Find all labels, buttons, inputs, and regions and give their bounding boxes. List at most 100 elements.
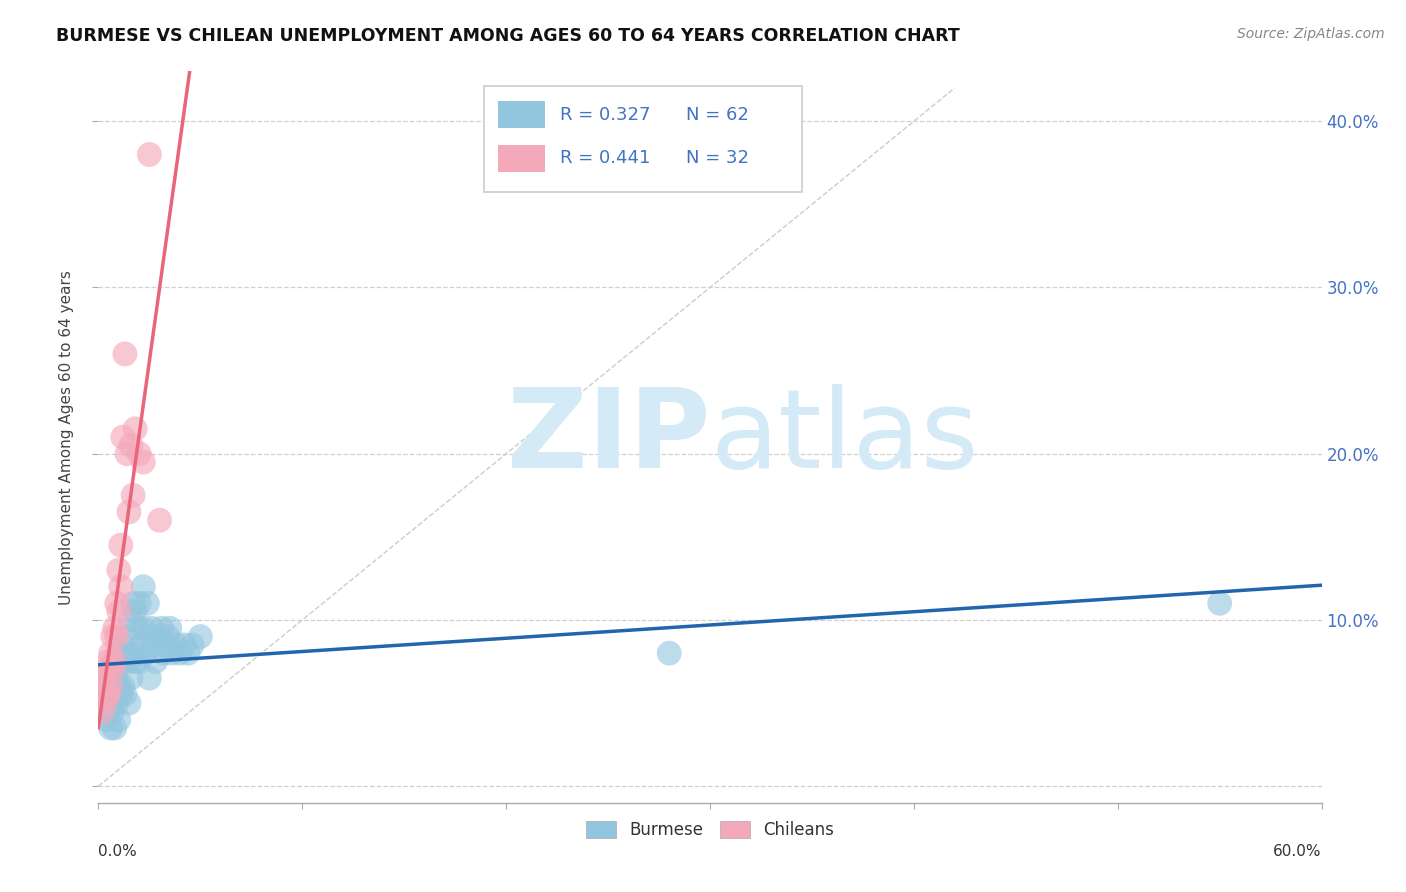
Point (658, 646, 681, 660)
Point (96, 688, 118, 702)
Point (118, 505, 141, 519)
Y-axis label: Unemployment Among Ages 60 to 64 years: Unemployment Among Ages 60 to 64 years (59, 269, 75, 605)
Point (1209, 596, 1232, 610)
Point (177, 646, 200, 660)
Point (149, 513, 172, 527)
Point (188, 630, 212, 644)
Point (93, 680, 115, 694)
Point (124, 422, 146, 436)
Point (108, 680, 131, 694)
Point (156, 630, 179, 644)
Point (127, 621, 149, 635)
Point (101, 705, 124, 719)
Point (93, 696, 115, 710)
Point (138, 630, 160, 644)
Point (124, 655, 146, 669)
Point (155, 638, 177, 652)
Point (91, 696, 114, 710)
Point (132, 621, 155, 635)
Point (104, 663, 127, 677)
Point (138, 671, 160, 685)
Point (101, 630, 124, 644)
Point (101, 680, 124, 694)
Point (110, 688, 132, 702)
Point (100, 663, 122, 677)
Point (89, 688, 111, 702)
Point (105, 596, 128, 610)
Point (142, 638, 165, 652)
Point (111, 430, 134, 444)
Point (114, 347, 136, 361)
Point (97, 671, 120, 685)
Point (120, 671, 142, 685)
Text: 60.0%: 60.0% (1274, 845, 1322, 859)
Point (111, 638, 134, 652)
Point (105, 696, 128, 710)
Point (100, 680, 122, 694)
Point (104, 721, 127, 735)
Point (115, 447, 138, 461)
FancyBboxPatch shape (498, 101, 546, 128)
Point (128, 596, 150, 610)
Point (105, 630, 128, 644)
Point (134, 646, 156, 660)
Point (97, 705, 120, 719)
Point (124, 605, 146, 619)
Point (93, 671, 115, 685)
Point (96, 663, 118, 677)
Text: ZIP: ZIP (506, 384, 710, 491)
Point (160, 646, 183, 660)
Point (122, 646, 145, 660)
Point (115, 630, 138, 644)
Point (132, 455, 155, 469)
Point (173, 638, 195, 652)
Legend: Burmese, Chileans: Burmese, Chileans (579, 814, 841, 846)
Point (97, 655, 120, 669)
Point (141, 621, 163, 635)
Point (132, 580, 155, 594)
Point (108, 713, 131, 727)
Text: N = 32: N = 32 (686, 149, 748, 168)
Point (114, 646, 136, 660)
Point (118, 655, 141, 669)
Point (105, 671, 128, 685)
Point (145, 655, 167, 669)
Text: R = 0.441: R = 0.441 (560, 149, 650, 168)
Point (128, 655, 150, 669)
Point (104, 655, 127, 669)
Point (100, 646, 122, 660)
Point (114, 688, 136, 702)
Point (118, 696, 141, 710)
FancyBboxPatch shape (484, 86, 801, 192)
Point (110, 580, 132, 594)
Point (169, 646, 191, 660)
Point (120, 613, 142, 627)
Point (96, 688, 118, 702)
Point (104, 621, 127, 635)
Point (101, 663, 124, 677)
Point (129, 638, 152, 652)
Point (181, 638, 204, 652)
Point (122, 488, 145, 502)
Point (110, 655, 132, 669)
Point (120, 438, 142, 452)
Point (110, 538, 132, 552)
Point (97, 688, 120, 702)
Point (108, 563, 131, 577)
Text: BURMESE VS CHILEAN UNEMPLOYMENT AMONG AGES 60 TO 64 YEARS CORRELATION CHART: BURMESE VS CHILEAN UNEMPLOYMENT AMONG AG… (56, 27, 960, 45)
Point (108, 605, 131, 619)
Text: 0.0%: 0.0% (98, 845, 138, 859)
Point (159, 621, 181, 635)
Point (100, 721, 122, 735)
Point (108, 646, 131, 660)
Point (96, 713, 118, 727)
Point (100, 688, 122, 702)
Text: N = 62: N = 62 (686, 105, 748, 123)
Point (91, 705, 114, 719)
Point (149, 630, 172, 644)
Point (138, 147, 160, 161)
Text: atlas: atlas (710, 384, 979, 491)
Point (111, 680, 134, 694)
Point (152, 646, 174, 660)
Point (150, 621, 173, 635)
